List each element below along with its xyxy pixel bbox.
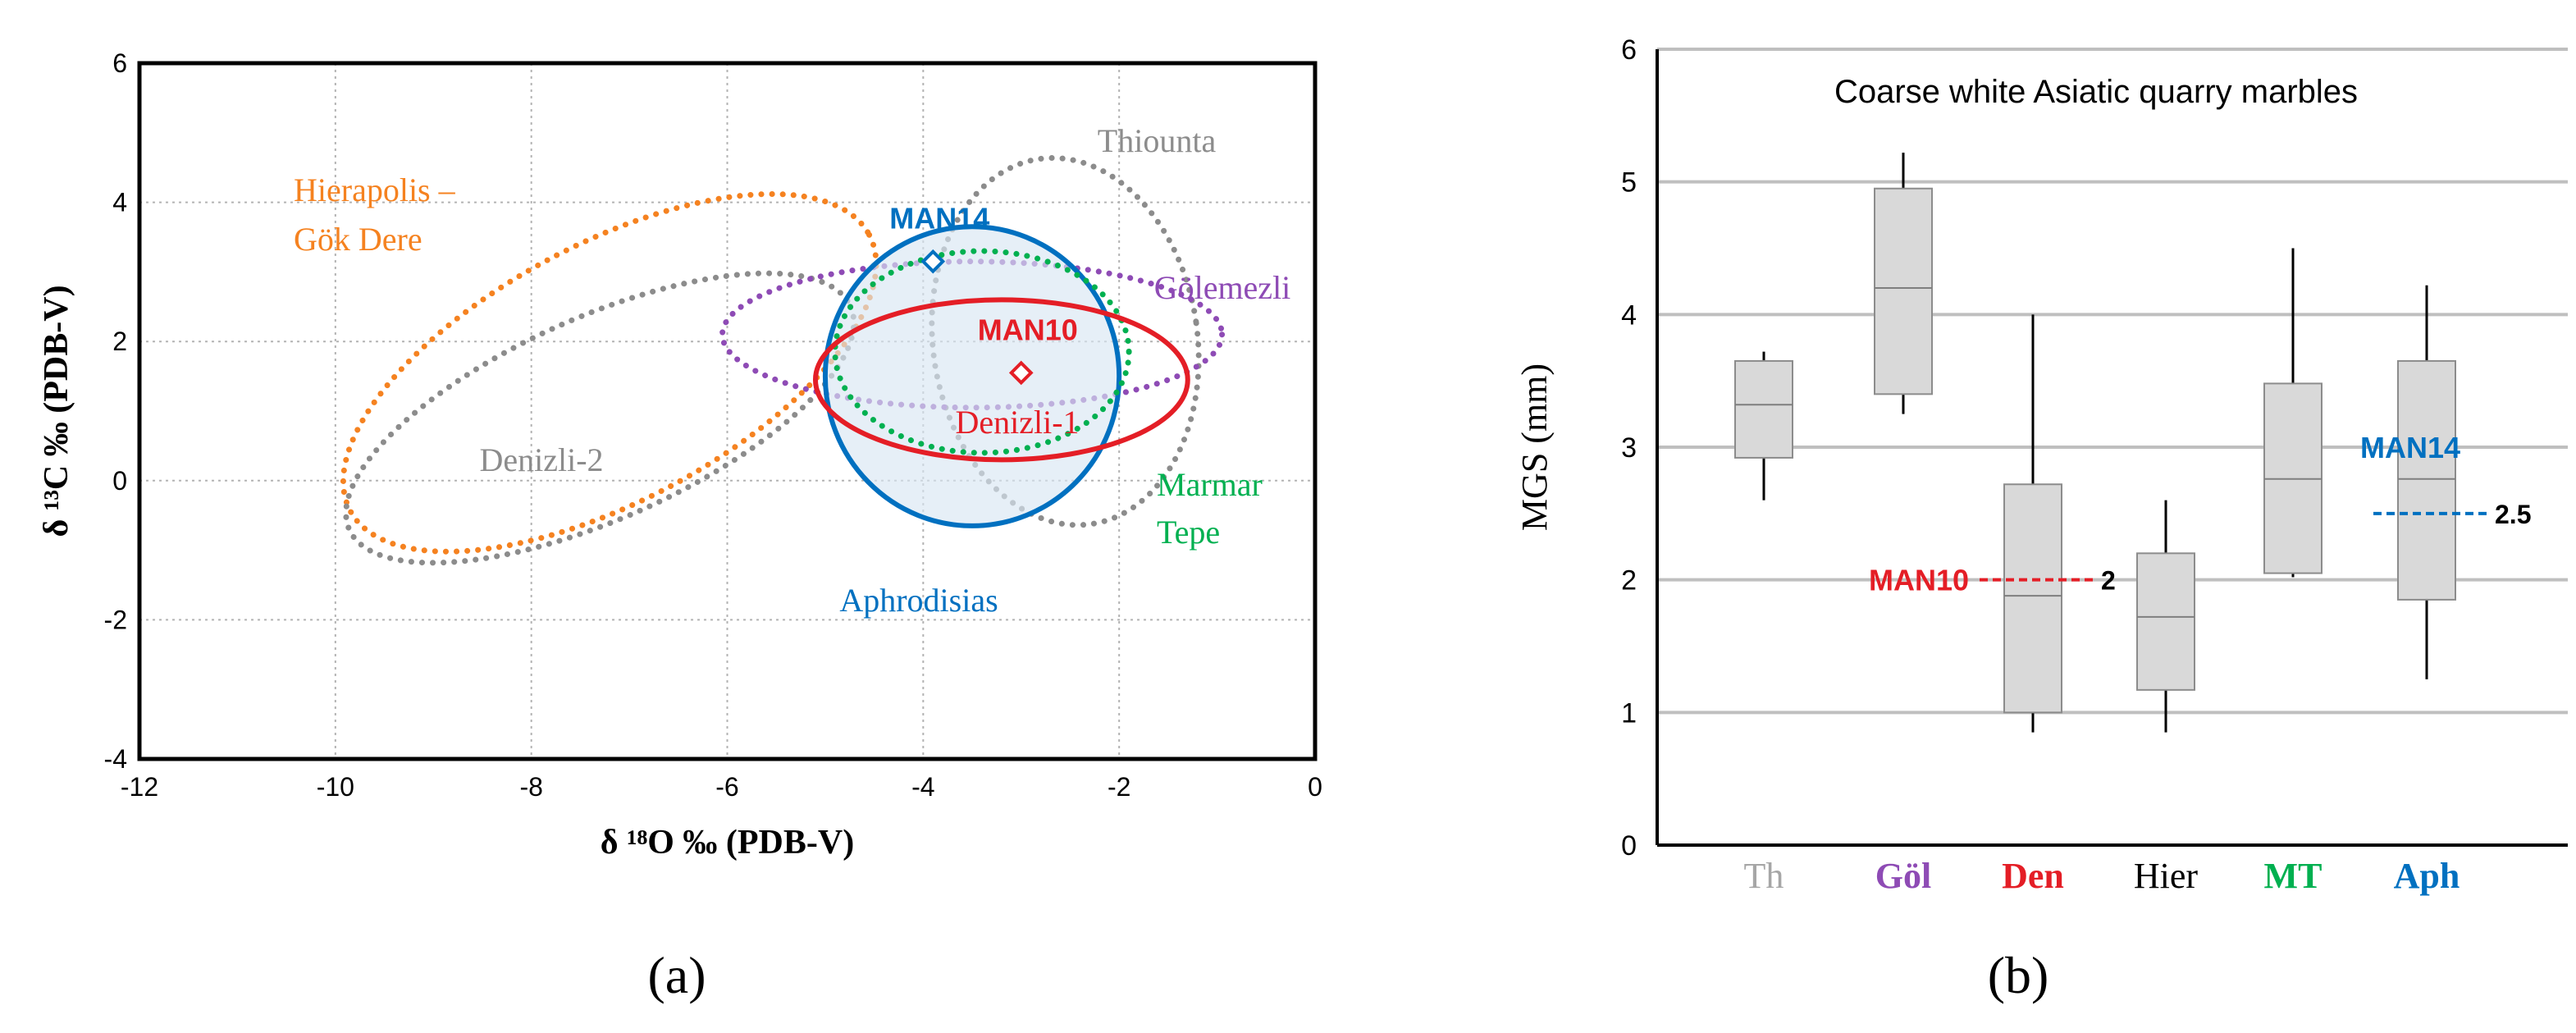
x-tick-label: -12 <box>121 772 158 802</box>
point-label-man14: MAN14 <box>889 202 989 235</box>
panel-b-boxplot: Th Göl Den Hier MT Aph 2 MAN10 2.5 MAN14 0 1 2 3 4 5 6 MG… <box>1514 34 2568 1004</box>
point-man14 <box>920 249 946 274</box>
region-denizli-2 <box>343 270 857 566</box>
region-label-hierapolis-gok-dere: Gök Dere <box>294 221 422 258</box>
x-tick-label: -8 <box>519 772 542 802</box>
y-tick-label: 0 <box>112 466 127 496</box>
y-tick-label: -4 <box>104 744 127 774</box>
panel-a-scatter: Hierapolis – Gök Dere Denizli-2 Thiounta Göl… <box>38 48 1322 1004</box>
x-tick-label: -6 <box>715 772 738 802</box>
y-tick-label: 1 <box>1621 697 1637 729</box>
point-label-man10: MAN10 <box>978 313 1078 346</box>
region-label-golemezli: Gölemezli <box>1154 269 1291 306</box>
y-tick-label: 5 <box>1621 167 1637 199</box>
box-th <box>1734 359 1793 459</box>
sample-label-man10: MAN10 <box>1869 564 1969 597</box>
y-axis-title: MGS (mm) <box>1514 363 1555 531</box>
category-label-den: Den <box>2002 856 2064 896</box>
y-tick-label: -2 <box>104 605 127 634</box>
x-tick-label: -2 <box>1108 772 1130 802</box>
region-label-hierapolis-gok-dere: Hierapolis – <box>294 171 456 208</box>
y-tick-label: 6 <box>1621 34 1637 66</box>
y-axis-title: δ ¹³C ‰ (PDB-V) <box>38 285 75 537</box>
region-label-marmar-tepe: Marmar <box>1157 466 1263 503</box>
region-label-thiounta: Thiounta <box>1098 122 1217 159</box>
region-aphrodisias <box>822 224 1122 528</box>
y-tick-label: 0 <box>1621 830 1637 862</box>
region-thiounta <box>929 155 1202 528</box>
x-tick-label: -10 <box>317 772 354 802</box>
plot-frame <box>137 61 1318 761</box>
box-gol <box>1874 187 1933 395</box>
region-label-denizli-1: Denizli-1 <box>955 404 1079 441</box>
sample-label-man14: MAN14 <box>2360 431 2460 464</box>
y-tick-label: 2 <box>112 327 127 356</box>
sample-value-man10: 2 <box>2101 566 2116 596</box>
point-man10 <box>1008 360 1034 386</box>
sample-value-man14: 2.5 <box>2495 500 2531 529</box>
category-label-gol: Göl <box>1875 856 1931 896</box>
box-den <box>2003 483 2062 714</box>
region-label-marmar-tepe: Tepe <box>1157 514 1220 551</box>
y-tick-label: 2 <box>1621 565 1637 596</box>
region-label-denizli-2: Denizli-2 <box>479 441 603 478</box>
y-tick-label: 6 <box>112 48 127 78</box>
y-tick-label: 4 <box>1621 299 1637 331</box>
region-denizli-1 <box>812 297 1190 463</box>
y-tick-label: 3 <box>1621 432 1637 464</box>
x-tick-label: -4 <box>911 772 934 802</box>
box-aph <box>2397 359 2456 601</box>
category-label-hier: Hier <box>2134 856 2199 896</box>
y-tick-label: 4 <box>112 188 127 217</box>
region-hierapolis-gok-dere <box>340 190 879 555</box>
region-marmar-tepe <box>832 248 1132 456</box>
chart-title: Coarse white Asiatic quarry marbles <box>1834 74 2358 110</box>
x-axis-title: δ ¹⁸O ‰ (PDB-V) <box>601 824 854 862</box>
box-hier <box>2136 552 2195 691</box>
category-label-aph: Aph <box>2394 856 2460 896</box>
category-label-mt: MT <box>2264 856 2323 896</box>
panel-label-b: (b) <box>1988 946 2049 1004</box>
category-label-th: Th <box>1744 856 1784 896</box>
x-tick-label: 0 <box>1308 772 1322 802</box>
panel-label-a: (a) <box>647 946 706 1004</box>
region-label-aphrodisias: Aphrodisias <box>839 582 998 619</box>
